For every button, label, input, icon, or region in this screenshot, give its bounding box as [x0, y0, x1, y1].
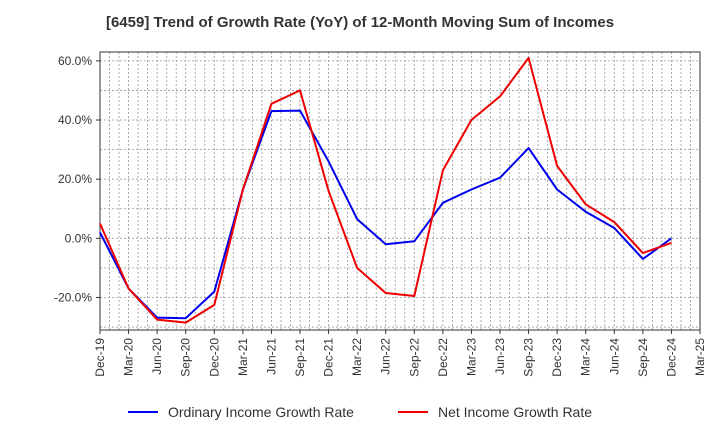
series-line-net-income: [99, 56, 672, 324]
y-tick-label: 0.0%: [65, 231, 93, 245]
x-tick-label: Dec-23: [550, 338, 564, 377]
x-tick-label: Dec-19: [93, 338, 107, 377]
x-tick-label: Mar-22: [350, 338, 364, 376]
y-tick-label: -20.0%: [54, 290, 92, 304]
x-tick-label: Dec-20: [207, 338, 221, 377]
x-tick-label: Jun-22: [379, 338, 393, 375]
x-tick-label: Sep-20: [179, 338, 193, 377]
x-tick-label: Mar-20: [122, 338, 136, 376]
x-tick-label: Sep-22: [407, 338, 421, 377]
x-tick-label: Jun-23: [493, 338, 507, 375]
x-tick-label: Dec-21: [322, 338, 336, 377]
x-tick-label: Mar-25: [693, 338, 707, 376]
legend-item-net-income: Net Income Growth Rate: [397, 404, 593, 420]
y-tick-label: 40.0%: [58, 113, 92, 127]
chart-title: [6459] Trend of Growth Rate (YoY) of 12-…: [105, 14, 615, 31]
x-tick-label: Mar-21: [236, 338, 250, 376]
x-tick-label: Mar-23: [464, 338, 478, 376]
x-tick-label: Sep-21: [293, 338, 307, 377]
legend: Ordinary Income Growth Rate Net Income G…: [0, 404, 720, 420]
legend-item-ordinary-income: Ordinary Income Growth Rate: [127, 404, 354, 420]
y-tick-label: 20.0%: [58, 172, 92, 186]
legend-label-net-income: Net Income Growth Rate: [437, 404, 593, 420]
x-tick-label: Jun-21: [264, 338, 278, 375]
x-tick-label: Sep-23: [522, 338, 536, 377]
legend-label-ordinary-income: Ordinary Income Growth Rate: [167, 404, 354, 420]
y-tick-label: 60.0%: [58, 54, 92, 68]
x-tick-label: Mar-24: [579, 338, 593, 376]
x-tick-label: Dec-22: [436, 338, 450, 377]
x-tick-label: Sep-24: [636, 338, 650, 377]
x-tick-label: Jun-24: [607, 338, 621, 375]
x-tick-label: Jun-20: [150, 338, 164, 375]
legend-swatch-ordinary-income: [127, 411, 158, 413]
plot-area-frame: [99, 51, 701, 331]
series-line-ordinary-income: [99, 109, 672, 320]
x-tick-label: Dec-24: [664, 338, 678, 377]
legend-swatch-net-income: [397, 411, 428, 413]
